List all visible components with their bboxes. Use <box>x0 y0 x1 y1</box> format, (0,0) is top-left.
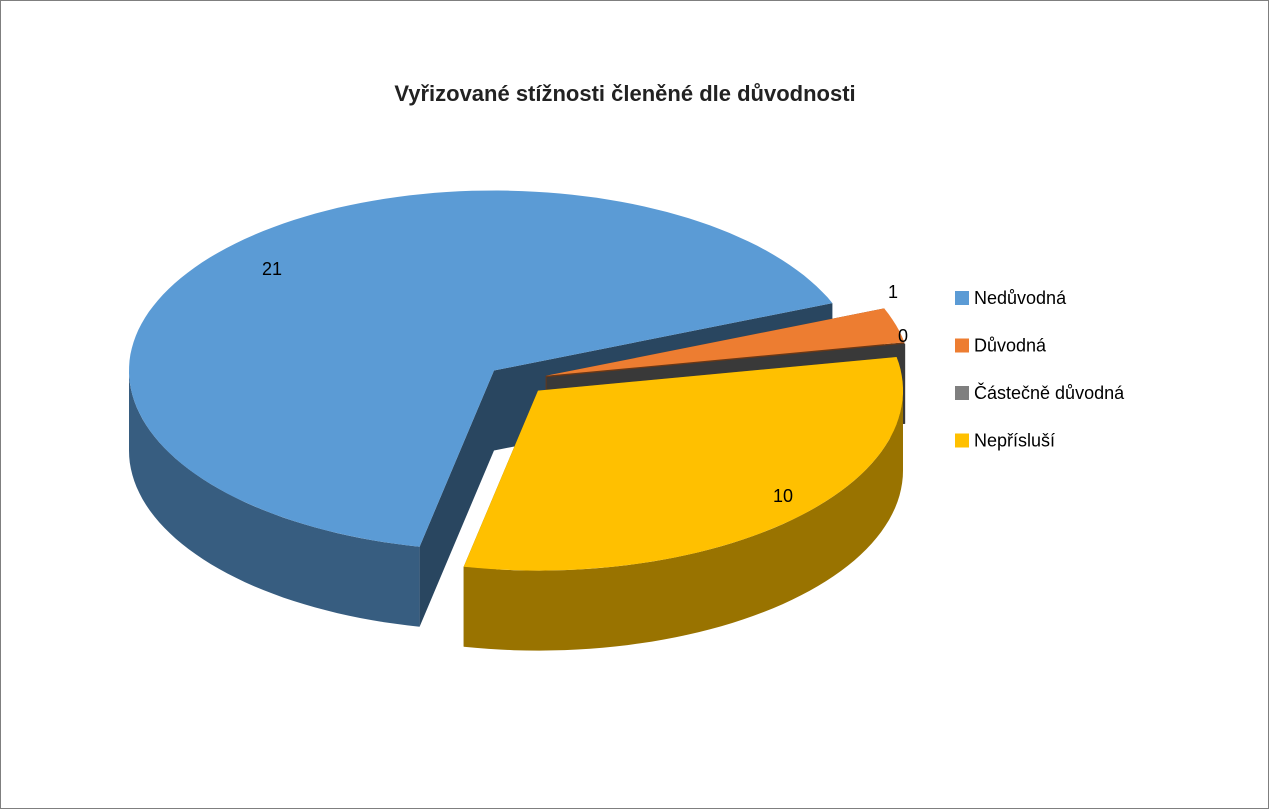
data-label: 1 <box>888 282 898 302</box>
legend-swatch <box>955 338 969 353</box>
chart-title: Vyřizované stížnosti členěné dle důvodno… <box>394 81 855 106</box>
slice-top <box>463 357 903 571</box>
slice-wall <box>419 370 494 627</box>
legend-label: Důvodná <box>974 335 1047 355</box>
slice-top <box>545 308 905 376</box>
data-label: 0 <box>898 326 908 346</box>
data-label: 21 <box>262 259 282 279</box>
slice-side <box>129 370 420 627</box>
legend-label: Nepřísluší <box>974 430 1055 450</box>
legend-label: Částečně důvodná <box>974 382 1125 403</box>
legend-swatch <box>955 433 969 448</box>
slice <box>463 357 903 651</box>
slice-top <box>129 190 833 547</box>
legend-label: Nedůvodná <box>974 288 1067 308</box>
legend-swatch <box>955 386 969 400</box>
data-label: 10 <box>773 486 793 506</box>
slice-side <box>463 390 903 651</box>
legend-swatch <box>955 291 969 305</box>
